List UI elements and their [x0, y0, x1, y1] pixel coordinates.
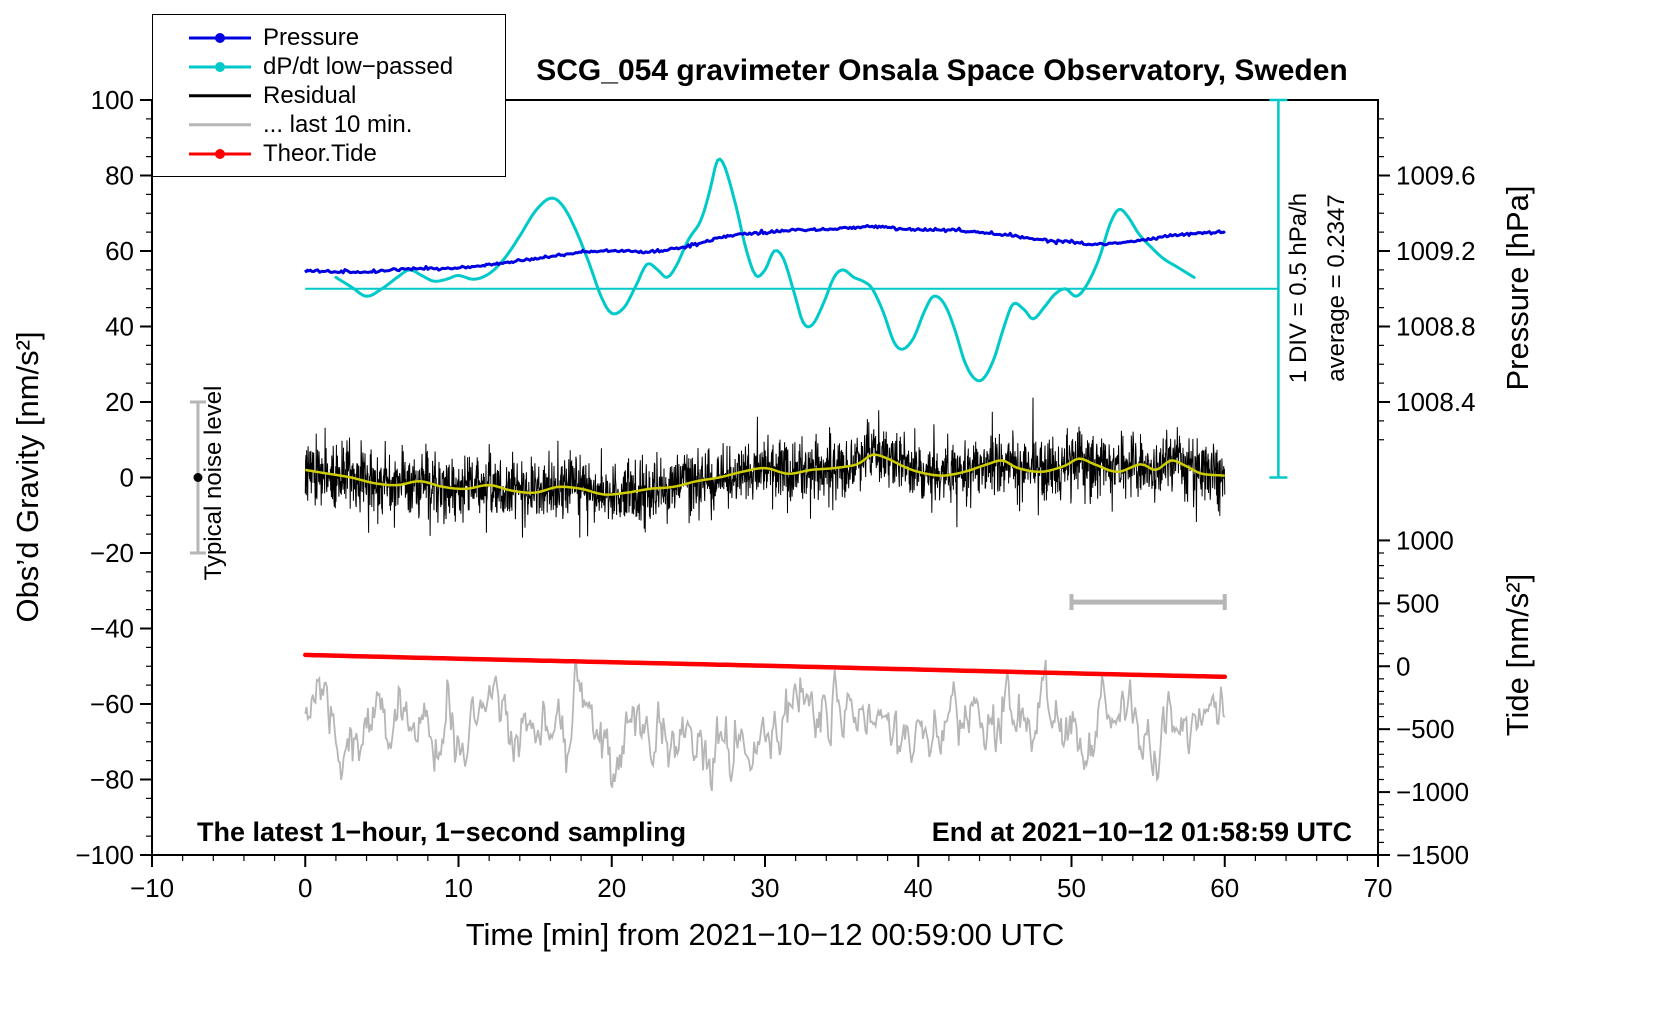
residual-series — [304, 397, 1226, 538]
x-axis-label: Time [min] from 2021−10−12 00:59:00 UTC — [466, 917, 1065, 952]
noise-level-marker — [189, 400, 206, 555]
y-axis-tide: 1000 500 0 −500 −1000 −1500 — [1378, 525, 1469, 870]
y-axis-gravity: 100 80 60 40 20 0 −20 −40 −60 −80 −100 — [75, 85, 152, 870]
axes: −10 0 10 20 30 40 50 60 70100806040200−20−40−60−… — [75, 85, 1475, 903]
tide-tick-label: −1000 — [1396, 777, 1469, 807]
legend-dot-marker — [215, 61, 225, 72]
duration-bar — [1069, 594, 1227, 611]
x-tick-label: 30 — [751, 873, 780, 903]
end-time-note: End at 2021−10−12 01:58:59 UTC — [932, 817, 1352, 847]
pressure-series — [304, 223, 1226, 275]
legend-dot-marker — [215, 148, 225, 159]
y-tick-label: −100 — [75, 840, 134, 870]
pressure-legend-line — [189, 32, 251, 44]
x-axis: −10 0 10 20 30 40 50 60 70 — [130, 855, 1393, 903]
legend-item-pressure: Pressure — [153, 23, 505, 52]
legend-item-tide: Theor.Tide — [153, 139, 505, 168]
tide-tick-label: 0 — [1396, 651, 1410, 681]
last10-legend-line — [189, 119, 251, 131]
last10min-series — [304, 659, 1226, 791]
y-axis-label-gravity: Obs’d Gravity [nm/s²] — [10, 331, 45, 622]
chart-title: SCG_054 gravimeter Onsala Space Observat… — [536, 54, 1348, 87]
tide-tick-label: −500 — [1396, 714, 1455, 744]
y-tick-label: 60 — [105, 236, 134, 266]
legend: Pressure dP/dt low−passed Residual... last… — [152, 14, 506, 177]
tide-tick-label: 500 — [1396, 588, 1439, 618]
x-tick-label: 60 — [1210, 873, 1239, 903]
x-tick-label: −10 — [130, 873, 174, 903]
dpdt-series — [334, 157, 1196, 383]
legend-line-swatch — [189, 93, 251, 98]
pressure-tick-label: 1009.2 — [1396, 236, 1476, 266]
dpdt-legend-line — [189, 61, 251, 73]
y-tick-label: 100 — [91, 85, 134, 115]
pressure-tick-label: 1008.4 — [1396, 387, 1476, 417]
y-axis-label-pressure: Pressure [hPa] — [1500, 185, 1535, 390]
legend-item-dpdt: dP/dt low−passed — [153, 52, 505, 81]
x-tick-label: 20 — [597, 873, 626, 903]
y-tick-label: −80 — [90, 765, 134, 795]
x-tick-label: 40 — [904, 873, 933, 903]
residual-legend-line — [189, 90, 251, 102]
x-tick-label: 10 — [444, 873, 473, 903]
y-tick-label: 0 — [120, 463, 134, 493]
tide-series — [303, 652, 1228, 680]
y-tick-label: 40 — [105, 312, 134, 342]
pressure-tick-label: 1009.6 — [1396, 161, 1476, 191]
x-tick-label: 0 — [298, 873, 312, 903]
y-axis-label-tide: Tide [nm/s²] — [1500, 574, 1535, 737]
pressure-tick-label: 1008.8 — [1396, 312, 1476, 342]
y-tick-label: −20 — [90, 538, 134, 568]
y-tick-label: 20 — [105, 387, 134, 417]
y-tick-label: −40 — [90, 614, 134, 644]
legend-item-label: dP/dt low−passed — [263, 52, 454, 80]
noise-level-dot — [193, 473, 203, 482]
legend-item-last10: ... last 10 min. — [153, 110, 505, 139]
div-scale-bar — [1269, 98, 1288, 479]
tide-tick-label: −1500 — [1396, 840, 1469, 870]
div-scale-annotation: 1 DIV = 0.5 hPa/h — [1285, 193, 1312, 383]
legend-line-swatch — [189, 122, 251, 127]
legend-item-label: Pressure — [263, 23, 360, 51]
noise-level-label: Typical noise level — [200, 386, 227, 581]
chart-layers: −10 0 10 20 30 40 50 60 70100806040200−20−40−60−… — [75, 85, 1475, 903]
legend-item-label: Residual — [263, 81, 357, 109]
legend-item-label: ... last 10 min. — [263, 110, 413, 138]
x-tick-label: 70 — [1364, 873, 1393, 903]
y-tick-label: −60 — [90, 689, 134, 719]
x-tick-label: 50 — [1057, 873, 1086, 903]
y-tick-label: 80 — [105, 161, 134, 191]
legend-item-residual: Residual — [153, 81, 505, 110]
tide-legend-line — [189, 148, 251, 160]
y-axis-pressure: 1009.6 1009.2 1008.8 1008.4 — [1378, 118, 1476, 441]
series-layer — [303, 157, 1279, 791]
average-annotation: average = 0.2347 — [1323, 194, 1350, 382]
legend-item-label: Theor.Tide — [263, 139, 377, 167]
tide-tick-label: 1000 — [1396, 525, 1454, 555]
sampling-note: The latest 1−hour, 1−second sampling — [197, 817, 686, 847]
residual-smooth-series — [305, 453, 1225, 496]
legend-dot-marker — [215, 32, 225, 43]
